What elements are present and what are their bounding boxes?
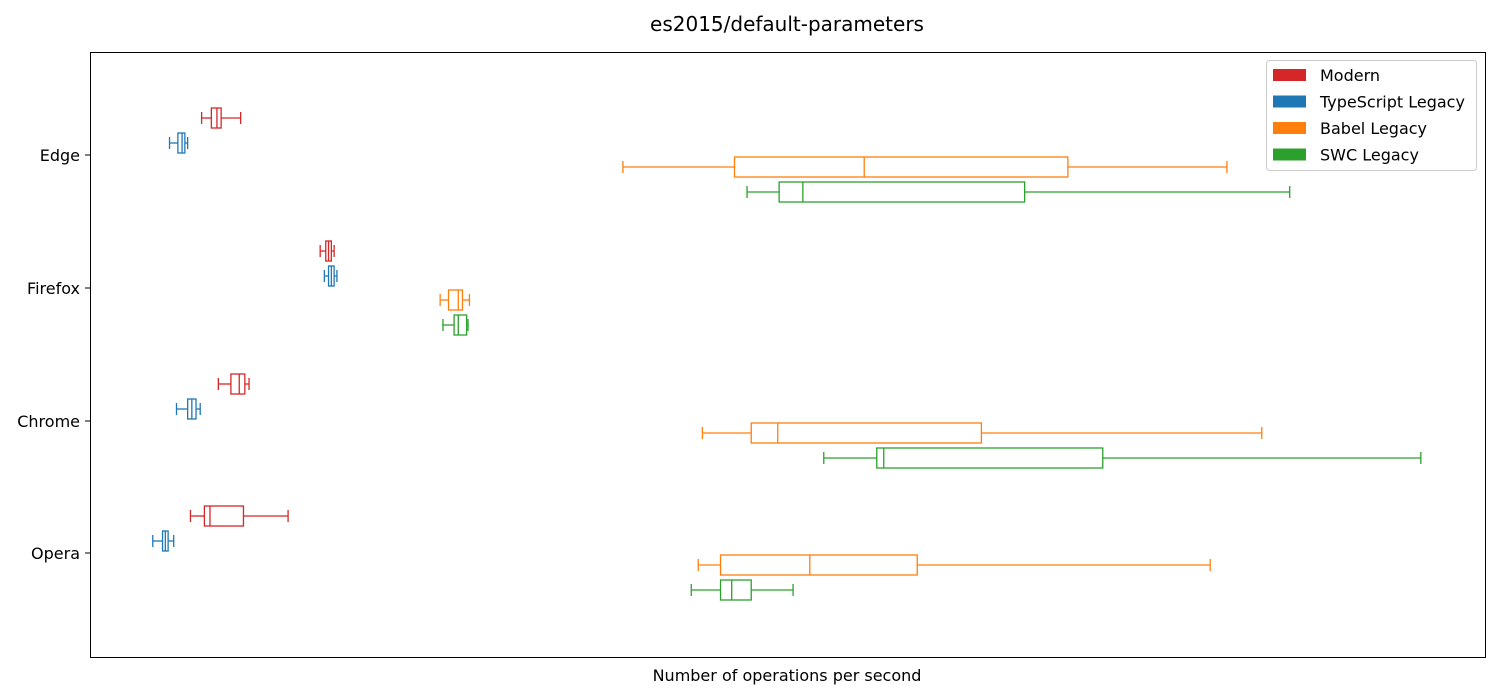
series-modern: [189, 107, 335, 527]
legend-swatch: [1273, 95, 1306, 108]
box-typescript-legacy-chrome: [175, 398, 201, 420]
box-swc-legacy-chrome: [823, 447, 1422, 469]
legend-swatch: [1273, 148, 1306, 161]
box-modern-edge: [200, 107, 242, 129]
y-tick-label-chrome: Chrome: [17, 412, 80, 431]
box-typescript-legacy-edge: [168, 132, 189, 154]
y-tick-label-edge: Edge: [40, 146, 80, 165]
chart-title: es2015/default-parameters: [650, 12, 924, 36]
series-swc-legacy: [442, 181, 1422, 601]
iqr-box: [733, 156, 1069, 178]
legend-item-typescript-legacy: TypeScript Legacy: [1273, 93, 1465, 112]
boxes-layer: [152, 107, 1422, 601]
box-babel-legacy-edge: [622, 156, 1228, 178]
iqr-box: [778, 181, 1026, 203]
legend-item-babel-legacy: Babel Legacy: [1273, 119, 1427, 138]
legend-frame: [1266, 60, 1477, 171]
series-babel-legacy: [439, 156, 1263, 576]
legend-item-modern: Modern: [1273, 66, 1380, 85]
iqr-box: [719, 579, 752, 601]
box-babel-legacy-firefox: [439, 289, 471, 311]
iqr-box: [177, 132, 186, 154]
box-modern-firefox: [319, 240, 335, 262]
box-typescript-legacy-opera: [152, 530, 175, 552]
iqr-box: [447, 289, 464, 311]
y-axis: Edge Firefox Chrome Opera: [17, 146, 90, 563]
iqr-box: [210, 107, 222, 129]
box-babel-legacy-chrome: [701, 422, 1263, 444]
legend-swatch: [1273, 122, 1306, 134]
iqr-box: [230, 373, 246, 395]
x-axis-label: Number of operations per second: [653, 666, 922, 685]
legend: Modern TypeScript Legacy Babel Legacy SWC L…: [1266, 60, 1477, 171]
box-typescript-legacy-firefox: [323, 265, 338, 287]
iqr-box: [719, 554, 918, 576]
legend-label: SWC Legacy: [1320, 146, 1419, 165]
legend-swatch: [1273, 69, 1306, 81]
iqr-box: [750, 422, 983, 444]
legend-label: TypeScript Legacy: [1319, 93, 1465, 112]
iqr-box: [876, 447, 1104, 469]
legend-item-swc-legacy: SWC Legacy: [1273, 146, 1419, 165]
plot-area-frame: [90, 52, 1486, 658]
legend-label: Babel Legacy: [1320, 119, 1427, 138]
series-typescript-legacy: [152, 132, 338, 552]
box-babel-legacy-opera: [697, 554, 1211, 576]
iqr-box: [203, 505, 245, 527]
box-swc-legacy-edge: [746, 181, 1291, 203]
box-swc-legacy-opera: [690, 579, 794, 601]
y-tick-label-opera: Opera: [31, 544, 80, 563]
box-modern-opera: [189, 505, 289, 527]
box-swc-legacy-firefox: [442, 314, 469, 336]
legend-label: Modern: [1320, 66, 1380, 85]
y-tick-label-firefox: Firefox: [27, 279, 80, 298]
box-modern-chrome: [217, 373, 250, 395]
iqr-box: [453, 314, 468, 336]
